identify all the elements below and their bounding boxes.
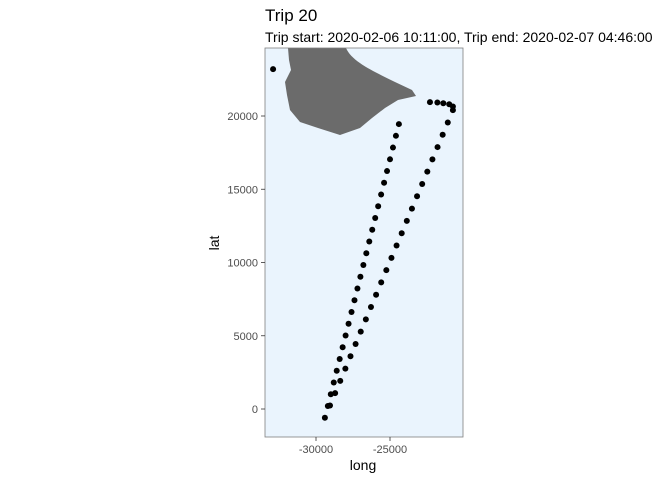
point	[337, 377, 344, 384]
point	[321, 414, 328, 421]
point	[375, 203, 382, 210]
point	[424, 168, 431, 175]
panel-border	[264, 47, 464, 438]
point	[444, 119, 451, 126]
point	[357, 273, 364, 280]
point	[440, 100, 447, 107]
point	[333, 367, 340, 374]
point	[426, 99, 433, 106]
x-tick-label: -30000	[299, 444, 333, 456]
y-tick-label: 15000	[227, 184, 258, 196]
point	[393, 242, 400, 249]
point	[429, 156, 436, 163]
point	[378, 191, 385, 198]
point	[373, 291, 380, 298]
point	[408, 205, 415, 212]
point	[434, 144, 441, 151]
point	[419, 180, 426, 187]
point	[369, 226, 376, 233]
point	[270, 66, 277, 73]
y-axis-title: lat	[206, 236, 222, 251]
point	[351, 297, 358, 304]
land	[285, 48, 416, 135]
point	[398, 230, 405, 237]
point	[330, 379, 337, 386]
point	[395, 121, 402, 128]
point	[389, 144, 396, 151]
marks	[270, 66, 456, 421]
point	[352, 340, 359, 347]
point	[403, 217, 410, 224]
point	[439, 131, 446, 138]
point	[381, 179, 388, 186]
point	[414, 193, 421, 200]
point	[348, 309, 355, 316]
point	[327, 402, 334, 409]
point	[387, 156, 394, 163]
point	[336, 356, 343, 363]
point	[332, 390, 339, 397]
point	[347, 353, 354, 360]
point	[357, 328, 364, 335]
y-tick-label: 0	[252, 404, 258, 416]
point	[434, 99, 441, 106]
point	[342, 365, 349, 372]
point	[342, 332, 349, 339]
point	[388, 254, 395, 261]
point	[446, 101, 453, 108]
y-tick-label: 10000	[227, 258, 258, 270]
point	[367, 304, 374, 311]
point	[383, 267, 390, 274]
point	[363, 250, 370, 257]
point	[366, 238, 373, 245]
point	[345, 320, 352, 327]
point	[360, 262, 367, 269]
y-tick-label: 5000	[234, 331, 258, 343]
x-axis-title: long	[350, 457, 376, 473]
chart-subtitle: Trip start: 2020-02-06 10:11:00, Trip en…	[265, 29, 653, 45]
point	[354, 285, 361, 292]
chart-title: Trip 20	[265, 6, 317, 25]
y-tick-label: 20000	[227, 111, 258, 123]
x-tick-label: -25000	[373, 444, 407, 456]
point	[372, 215, 379, 222]
point	[384, 168, 391, 175]
point	[378, 279, 385, 286]
point	[339, 344, 346, 351]
point	[362, 316, 369, 323]
point	[392, 132, 399, 139]
